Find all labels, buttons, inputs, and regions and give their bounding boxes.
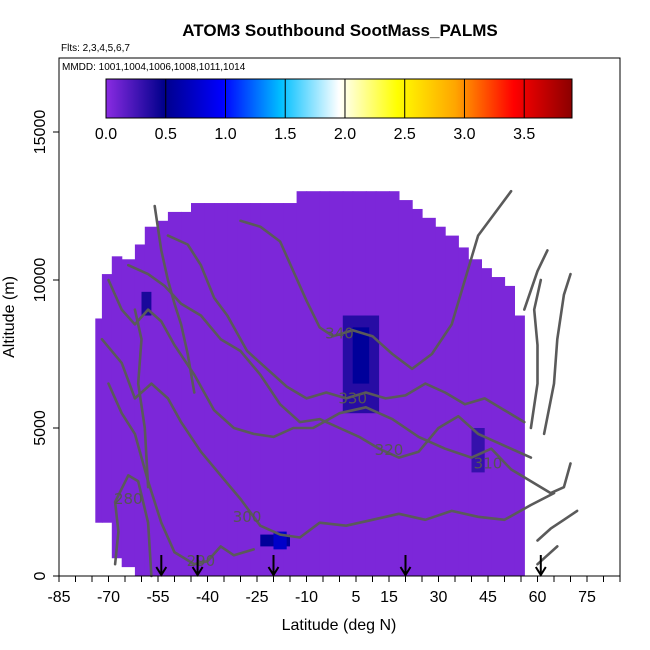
heatmap-cell (445, 235, 459, 576)
heatmap-cell (214, 203, 228, 577)
contour-label: 280 (114, 490, 143, 508)
x-tick-label: 75 (578, 589, 596, 606)
heatmap-cell (398, 200, 413, 576)
colorbar-tick-label: 1.5 (274, 126, 296, 143)
contour-line (100, 337, 556, 539)
heatmap-hotspot (141, 291, 152, 316)
heatmap-cell (167, 211, 182, 577)
heatmap-cell (134, 244, 146, 577)
contour-label: 330 (338, 389, 367, 407)
heatmap-cell (158, 220, 169, 577)
heatmap-cell (514, 315, 525, 576)
heatmap-cell (306, 191, 321, 576)
x-tick-label: -25 (245, 589, 268, 606)
contour-line (536, 509, 579, 542)
colorbar-tick-label: 0.0 (95, 126, 117, 143)
heatmap-cell (227, 203, 238, 577)
heatmap-cell (181, 211, 192, 577)
contour-label: 310 (474, 455, 503, 473)
heatmap-cell (435, 226, 446, 576)
x-axis-label: Latitude (deg N) (282, 617, 397, 634)
colorbar-tick-label: 1.0 (214, 126, 236, 143)
contour-line (542, 272, 572, 436)
arrow-head (399, 566, 412, 577)
heatmap-cell (250, 203, 261, 577)
x-tick-label: 60 (529, 589, 547, 606)
heatmap-cell (481, 268, 492, 576)
arrow-head (191, 566, 204, 577)
contour-label: 320 (375, 441, 404, 459)
heatmap-cell (101, 274, 113, 523)
contour-line (127, 263, 533, 459)
x-tick-label: 30 (430, 589, 448, 606)
heatmap-cell (319, 191, 331, 576)
x-tick-label: 15 (380, 589, 398, 606)
x-tick-label: -10 (295, 589, 318, 606)
x-tick-label: -85 (47, 589, 70, 606)
contour-lines: 280 290 300 310 320 330 340 (100, 189, 579, 578)
heatmap-cell (458, 247, 469, 576)
y-tick-label: 0 (32, 571, 49, 580)
colorbar-gradient (105, 78, 573, 119)
heatmap-cell (237, 203, 251, 577)
heatmap-cell (296, 191, 308, 576)
contour-line (523, 249, 549, 311)
heatmap-cell (121, 259, 136, 568)
contour-line (107, 278, 572, 495)
heatmap-cell (273, 203, 284, 577)
arrow-head (155, 566, 168, 577)
contour-line (239, 189, 513, 371)
heatmap-cell (204, 203, 215, 577)
y-axis: 0 5000 10000 15000 (32, 110, 59, 580)
y-tick-label: 5000 (32, 410, 49, 446)
heatmap-cell (422, 217, 436, 576)
x-tick-label: 5 (352, 589, 361, 606)
contour-label: 340 (325, 324, 354, 342)
heatmap-cell (412, 208, 423, 576)
heatmap-cell (468, 259, 482, 576)
heatmap-cell (491, 277, 506, 576)
colorbar-tick-label: 2.0 (334, 126, 356, 143)
colorbar: 0.0 0.5 1.0 1.5 2.0 2.5 3.0 3.5 (95, 78, 573, 143)
contour-line (166, 234, 526, 424)
heatmap-cell (375, 191, 390, 576)
colorbar-tick-label: 2.5 (394, 126, 416, 143)
dates-subtitle: MMDD: 1001,1004,1006,1008,1011,1014 (62, 62, 246, 73)
contour-line (529, 278, 543, 430)
arrow-head (267, 566, 280, 577)
heatmap-cell (329, 191, 344, 576)
flights-subtitle: Flts: 2,3,4,5,6,7 (61, 43, 130, 54)
contour-line (153, 204, 196, 394)
x-tick-label: -55 (146, 589, 169, 606)
x-tick-label: 45 (479, 589, 497, 606)
x-axis: -85 -70 -55 -40 -25 -10 5 15 30 45 60 75 (47, 576, 621, 606)
contour-line (133, 308, 150, 489)
heatmap-cell (95, 318, 103, 523)
contour-label: 300 (233, 508, 262, 526)
colorbar-ticks: 0.0 0.5 1.0 1.5 2.0 2.5 3.0 3.5 (95, 79, 535, 143)
y-tick-label: 15000 (32, 110, 49, 155)
contour-line (107, 382, 255, 566)
contour-line (113, 474, 153, 578)
x-tick-label: -40 (196, 589, 219, 606)
y-tick-label: 10000 (32, 258, 49, 303)
colorbar-tick-label: 3.0 (453, 126, 475, 143)
heatmap-cell (260, 203, 275, 577)
heatmap-hotspot (471, 428, 485, 473)
colorbar-tick-label: 3.5 (513, 126, 535, 143)
x-tick-label: -70 (97, 589, 120, 606)
heatmap-cell (111, 256, 123, 559)
colorbar-tick-label: 0.5 (155, 126, 177, 143)
heatmap-cell (504, 285, 515, 576)
chart-title: ATOM3 Southbound SootMass_PALMS (182, 21, 497, 40)
heatmap-cell (389, 191, 400, 576)
arrow-markers (155, 555, 547, 577)
y-axis-label: Altitude (m) (1, 276, 18, 358)
arrow-head (534, 566, 547, 577)
heatmap-cell (191, 203, 205, 577)
contour-label: 290 (187, 552, 216, 570)
heatmap-hotspot (352, 327, 370, 384)
